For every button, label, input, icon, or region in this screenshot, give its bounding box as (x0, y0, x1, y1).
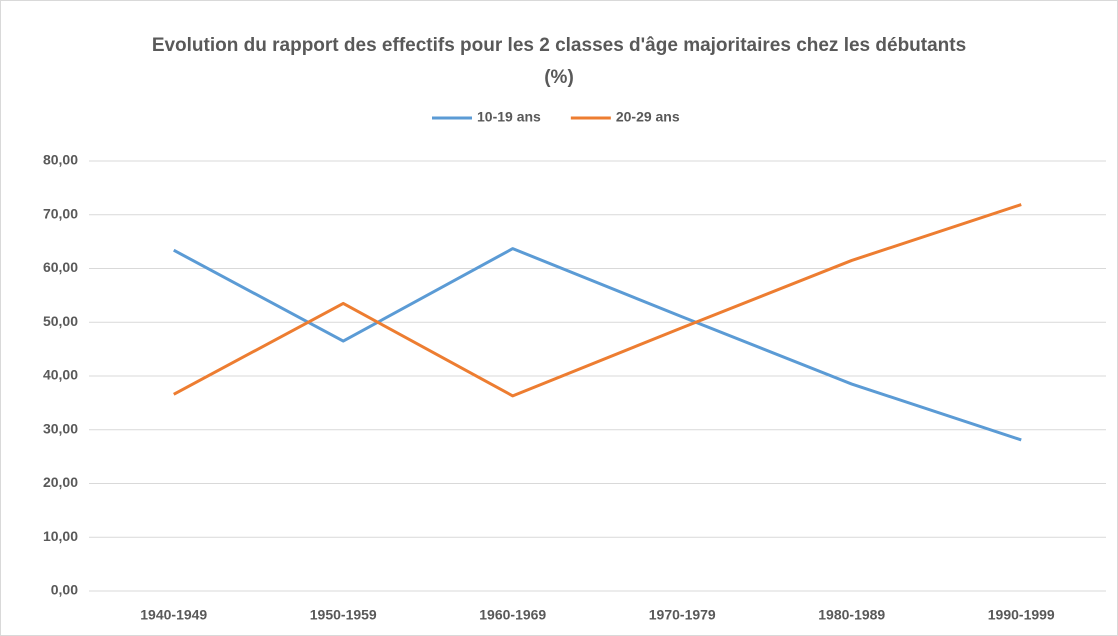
y-tick-label: 10,00 (43, 528, 78, 544)
x-tick-label: 1940-1949 (140, 607, 207, 623)
legend-label: 20-29 ans (616, 109, 680, 125)
y-tick-label: 70,00 (43, 205, 78, 221)
chart-title: Evolution du rapport des effectifs pour … (151, 35, 967, 88)
x-tick-label: 1960-1969 (479, 607, 546, 623)
x-tick-label: 1980-1989 (818, 607, 885, 623)
y-tick-label: 50,00 (43, 313, 78, 329)
y-tick-label: 30,00 (43, 420, 78, 436)
x-tick-label: 1950-1959 (310, 607, 377, 623)
series-line (173, 203, 1022, 398)
legend-label: 10-19 ans (477, 109, 541, 125)
y-tick-label: 80,00 (43, 152, 78, 168)
y-tick-label: 60,00 (43, 259, 78, 275)
y-tick-label: 0,00 (51, 582, 78, 598)
x-tick-label: 1990-1999 (988, 607, 1055, 623)
x-tick-label: 1970-1979 (649, 607, 716, 623)
y-tick-label: 20,00 (43, 474, 78, 490)
series-line (173, 247, 1022, 442)
y-tick-label: 40,00 (43, 367, 78, 383)
